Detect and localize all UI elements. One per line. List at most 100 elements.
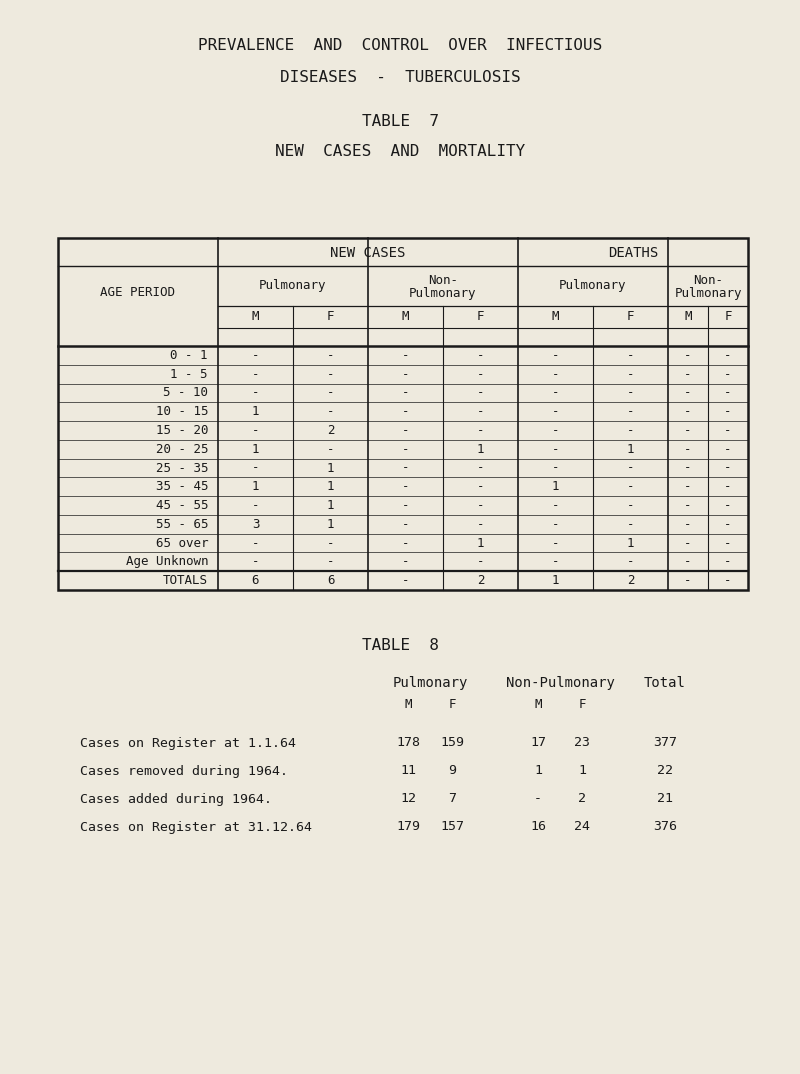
Text: -: -	[684, 480, 692, 493]
Text: 1: 1	[477, 442, 484, 455]
Text: NEW  CASES  AND  MORTALITY: NEW CASES AND MORTALITY	[275, 145, 525, 160]
Text: Cases on Register at 31.12.64: Cases on Register at 31.12.64	[80, 821, 312, 833]
Bar	[58, 238, 748, 590]
Text: -: -	[252, 367, 259, 380]
Text: 179: 179	[396, 821, 420, 833]
Text: -: -	[402, 367, 410, 380]
Text: 376: 376	[653, 821, 677, 833]
Text: -: -	[402, 480, 410, 493]
Text: -: -	[684, 424, 692, 437]
Text: -: -	[626, 518, 634, 531]
Text: NEW CASES: NEW CASES	[330, 246, 406, 260]
Text: -: -	[684, 555, 692, 568]
Text: -: -	[724, 499, 732, 512]
Text: -: -	[684, 349, 692, 362]
Text: 22: 22	[657, 765, 673, 778]
Text: DEATHS: DEATHS	[608, 246, 658, 260]
Text: -: -	[684, 462, 692, 475]
Text: M: M	[552, 310, 559, 323]
Text: -: -	[477, 387, 484, 400]
Text: M: M	[684, 310, 692, 323]
Text: 1: 1	[552, 480, 559, 493]
Text: 11: 11	[400, 765, 416, 778]
Text: 1: 1	[626, 537, 634, 550]
Text: 6: 6	[252, 575, 259, 587]
Text: 1: 1	[578, 765, 586, 778]
Text: M: M	[252, 310, 259, 323]
Text: AGE PERIOD: AGE PERIOD	[101, 286, 175, 299]
Text: TABLE  7: TABLE 7	[362, 115, 438, 130]
Text: -: -	[534, 793, 542, 806]
Text: -: -	[477, 499, 484, 512]
Text: Pulmonary: Pulmonary	[259, 279, 326, 292]
Text: -: -	[477, 405, 484, 418]
Text: -: -	[684, 442, 692, 455]
Text: M: M	[402, 310, 410, 323]
Text: -: -	[477, 349, 484, 362]
Text: 1: 1	[252, 480, 259, 493]
Text: Total: Total	[644, 676, 686, 690]
Text: DISEASES  -  TUBERCULOSIS: DISEASES - TUBERCULOSIS	[280, 71, 520, 86]
Text: -: -	[402, 442, 410, 455]
Text: Cases removed during 1964.: Cases removed during 1964.	[80, 765, 288, 778]
Text: -: -	[724, 480, 732, 493]
Text: -: -	[552, 405, 559, 418]
Text: 9: 9	[448, 765, 456, 778]
Text: -: -	[252, 462, 259, 475]
Text: F: F	[448, 698, 456, 711]
Text: -: -	[724, 518, 732, 531]
Text: -: -	[626, 387, 634, 400]
Text: PREVALENCE  AND  CONTROL  OVER  INFECTIOUS: PREVALENCE AND CONTROL OVER INFECTIOUS	[198, 38, 602, 53]
Text: -: -	[552, 367, 559, 380]
Text: -: -	[402, 387, 410, 400]
Text: 1: 1	[477, 537, 484, 550]
Text: -: -	[626, 367, 634, 380]
Text: 1: 1	[326, 499, 334, 512]
Text: 35 - 45: 35 - 45	[155, 480, 208, 493]
Text: 1: 1	[534, 765, 542, 778]
Text: Non-: Non-	[693, 274, 723, 287]
Text: 6: 6	[326, 575, 334, 587]
Text: -: -	[402, 537, 410, 550]
Text: -: -	[326, 387, 334, 400]
Text: 1: 1	[626, 442, 634, 455]
Text: TABLE  8: TABLE 8	[362, 638, 438, 653]
Text: -: -	[326, 405, 334, 418]
Text: 23: 23	[574, 737, 590, 750]
Text: 1: 1	[326, 518, 334, 531]
Text: -: -	[724, 555, 732, 568]
Text: -: -	[724, 367, 732, 380]
Text: -: -	[252, 349, 259, 362]
Text: -: -	[724, 537, 732, 550]
Text: -: -	[326, 442, 334, 455]
Text: -: -	[477, 424, 484, 437]
Text: M: M	[404, 698, 412, 711]
Text: -: -	[402, 462, 410, 475]
Text: -: -	[724, 387, 732, 400]
Text: Pulmonary: Pulmonary	[559, 279, 626, 292]
Text: -: -	[477, 555, 484, 568]
Text: TOTALS: TOTALS	[163, 575, 208, 587]
Text: 1: 1	[252, 442, 259, 455]
Text: 55 - 65: 55 - 65	[155, 518, 208, 531]
Text: Pulmonary: Pulmonary	[392, 676, 468, 690]
Text: -: -	[326, 367, 334, 380]
Text: -: -	[402, 349, 410, 362]
Text: 2: 2	[477, 575, 484, 587]
Text: -: -	[724, 575, 732, 587]
Text: 21: 21	[657, 793, 673, 806]
Text: 1 - 5: 1 - 5	[170, 367, 208, 380]
Text: 20 - 25: 20 - 25	[155, 442, 208, 455]
Text: -: -	[552, 537, 559, 550]
Text: F: F	[724, 310, 732, 323]
Text: -: -	[684, 499, 692, 512]
Text: 12: 12	[400, 793, 416, 806]
Text: -: -	[724, 349, 732, 362]
Text: -: -	[402, 575, 410, 587]
Text: -: -	[552, 462, 559, 475]
Text: -: -	[684, 405, 692, 418]
Text: Non-: Non-	[428, 274, 458, 287]
Text: -: -	[626, 349, 634, 362]
Text: -: -	[552, 387, 559, 400]
Text: F: F	[326, 310, 334, 323]
